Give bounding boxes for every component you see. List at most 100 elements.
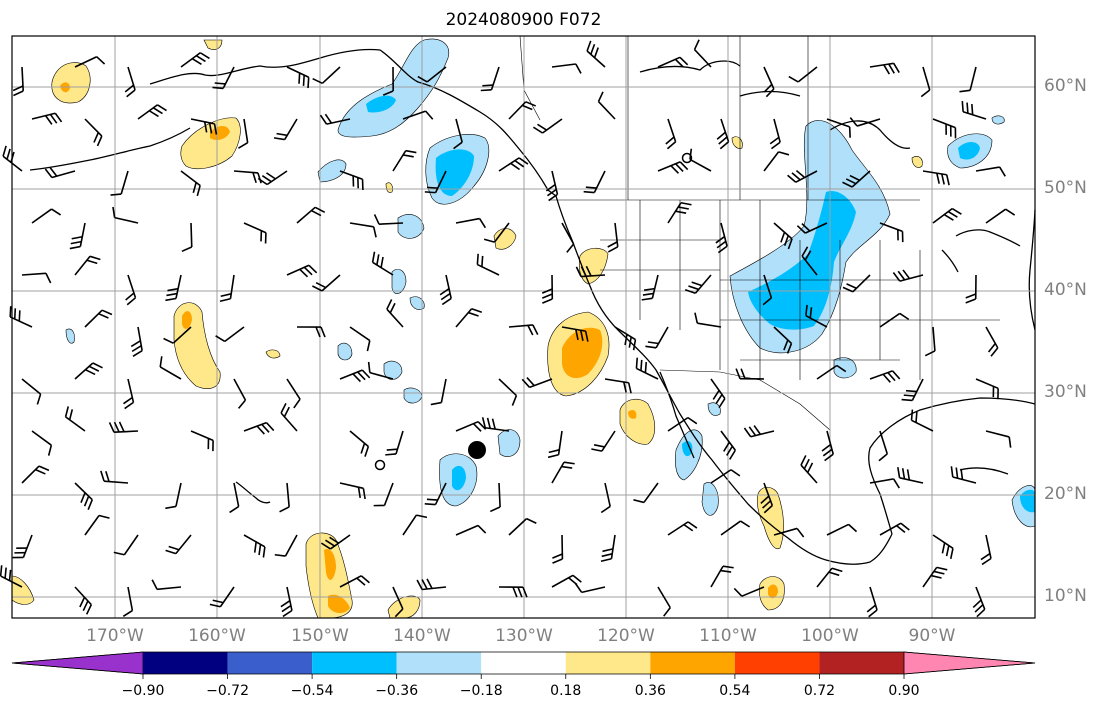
wind-barb — [84, 309, 113, 328]
wind-barb — [112, 206, 139, 224]
wind-barb — [866, 586, 878, 618]
small-pos-area-2 — [493, 228, 517, 250]
wind-barb — [932, 534, 954, 560]
wind-barb — [165, 482, 182, 510]
wind-barb — [645, 326, 669, 349]
wind-barb — [614, 326, 637, 351]
wind-barb — [480, 66, 500, 92]
plains-neg-core — [748, 190, 856, 330]
colorbar-segment — [143, 652, 228, 674]
wind-barb — [339, 482, 366, 500]
wind-barb — [498, 586, 528, 598]
wind-barb — [600, 482, 611, 514]
wind-barb — [137, 104, 167, 120]
colorbar-segment — [227, 652, 313, 674]
colorbar-tick-label: −0.54 — [290, 683, 334, 699]
colorbar-segment — [650, 652, 735, 674]
wind-barb — [417, 66, 447, 83]
wind-barb — [373, 482, 394, 507]
wind-barb — [551, 63, 582, 74]
wind-barb — [339, 575, 370, 588]
wind-barb — [74, 482, 93, 510]
bering-pos-area — [51, 62, 91, 104]
colorbar-tick-label: −0.36 — [375, 683, 419, 699]
wind-barb — [180, 52, 210, 68]
wind-barb — [641, 274, 659, 301]
wind-barb — [720, 520, 751, 536]
wind-barb — [551, 461, 575, 484]
map-title: 2024080900 F072 — [445, 10, 602, 30]
wind-barb — [508, 517, 537, 536]
wind-barb — [296, 206, 326, 224]
baja-offshore-pos-core — [628, 410, 637, 419]
wind-barb — [498, 378, 518, 406]
wind-barb — [385, 430, 404, 456]
central-pacific-pos-core — [182, 311, 192, 329]
wind-barb — [69, 222, 86, 250]
wind-barb — [392, 149, 417, 172]
alaska-coast — [149, 48, 557, 197]
wind-barb — [274, 534, 298, 557]
or-offshore-pos-area — [578, 247, 609, 285]
colorbar-extend-low — [11, 651, 144, 675]
longitude-label: 110°W — [699, 626, 757, 646]
wind-barb — [975, 378, 999, 400]
wind-barb — [392, 586, 404, 618]
wind-barb — [796, 222, 828, 234]
wind-barb — [635, 357, 659, 380]
wind-barb — [720, 430, 737, 460]
wind-barb — [821, 430, 834, 462]
colorbar-tick-label: −0.18 — [459, 683, 503, 699]
wind-barb — [975, 166, 1006, 177]
longitude-label: 90°W — [908, 626, 956, 646]
canadian-provinces — [627, 36, 809, 200]
small-neg-area-2 — [397, 214, 425, 239]
wind-barb — [159, 356, 182, 380]
wind-barb — [181, 222, 193, 253]
wind-barb — [607, 222, 619, 253]
wind-barb — [710, 469, 741, 484]
wind-barb — [483, 222, 510, 243]
small-neg-area-3 — [391, 269, 407, 294]
wind-barb — [716, 118, 730, 150]
wind-barb — [657, 586, 671, 617]
wind-barb — [532, 118, 563, 134]
wind-barb — [922, 170, 950, 186]
wind-barb — [9, 306, 33, 328]
wind-barb — [100, 470, 129, 484]
wind-barb — [286, 264, 318, 278]
colorbar — [11, 651, 1036, 679]
longitude-label: 160°W — [188, 626, 246, 646]
wind-barb — [123, 378, 135, 410]
wind-barb — [657, 161, 689, 174]
wind-barb — [0, 565, 23, 588]
longitude-label: 130°W — [495, 626, 553, 646]
wind-barb — [386, 299, 404, 328]
wind-barb — [600, 534, 616, 563]
wind-barb — [826, 523, 858, 536]
wind-barb — [879, 522, 910, 536]
wind-barb — [498, 157, 529, 172]
wind-barb — [180, 170, 201, 197]
longitude-label: 140°W — [393, 626, 451, 646]
wind-barb — [286, 378, 301, 409]
map-frame — [11, 35, 1036, 619]
wind-barb — [453, 118, 463, 150]
wind-barb — [788, 66, 818, 83]
longitude-label: 100°W — [801, 626, 859, 646]
canadian-islands — [639, 60, 801, 97]
wind-barb — [243, 534, 266, 558]
wind-barb — [667, 521, 698, 536]
wind-barb — [583, 170, 606, 194]
wind-barb — [693, 39, 712, 68]
wind-barb — [243, 222, 267, 244]
wind-barb — [280, 586, 293, 618]
wind-barb — [190, 430, 214, 452]
colorbar-tick-label: −0.72 — [206, 683, 249, 699]
wind-barb — [402, 110, 434, 120]
wind-barb — [476, 253, 500, 276]
wind-barb — [349, 222, 377, 238]
latitude-label: 20°N — [1044, 484, 1087, 504]
wind-barb — [920, 66, 931, 98]
wind-barb — [735, 368, 765, 380]
